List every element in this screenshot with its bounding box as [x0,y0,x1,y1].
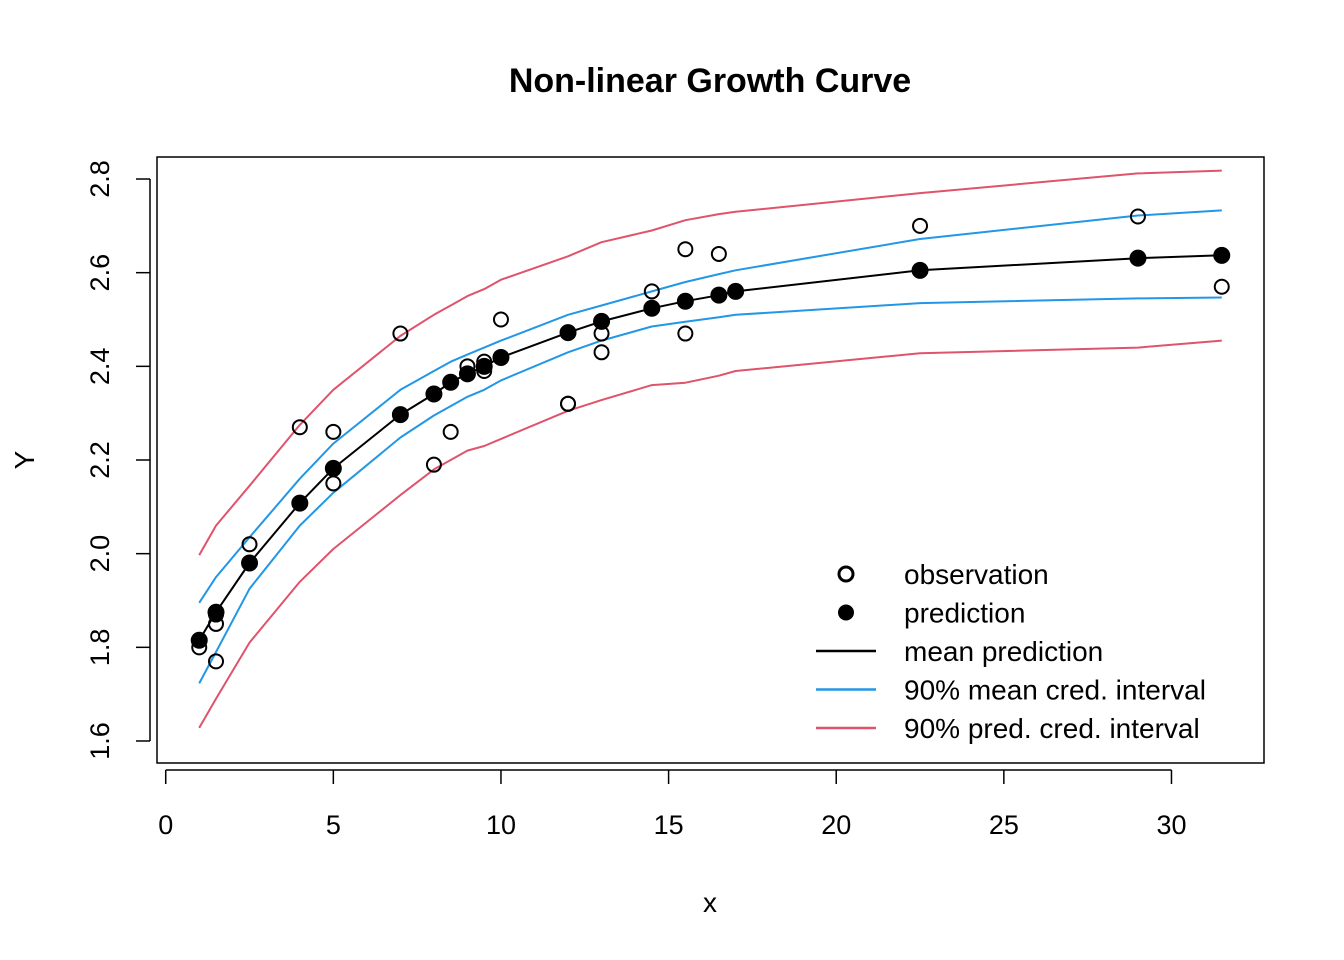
y-axis: 1.6 1.8 2.0 2.2 2.4 2.6 2.8 [85,160,151,760]
y-tick-label: 1.8 [85,629,115,667]
prediction-point [710,286,728,304]
x-tick-label: 25 [989,810,1019,840]
prediction-point [241,554,259,572]
observation-point [677,325,694,342]
y-tick-label: 2.4 [85,348,115,386]
chart-title: Non-linear Growth Curve [509,62,911,100]
prediction-point [1213,246,1231,264]
y-tick-label: 1.6 [85,722,115,760]
mean-interval-upper-line [198,209,1222,604]
observation-point [1213,278,1230,295]
data-series [190,169,1231,729]
pred-interval-lower-line [198,339,1222,729]
legend: observation prediction mean prediction 90% … [816,559,1206,744]
prediction-point [727,282,745,300]
x-axis-label: x [703,887,717,918]
prediction-point [475,357,493,375]
legend-label: 90% pred. cred. interval [904,713,1200,744]
mean-interval-lower-line [198,296,1222,684]
y-tick-label: 2.6 [85,254,115,292]
y-axis-label: Y [9,450,40,469]
legend-label: mean prediction [904,636,1103,667]
x-tick-label: 10 [486,810,516,840]
prediction-point [676,292,694,310]
prediction-point [442,373,460,391]
observation-point [425,456,442,473]
x-tick-label: 0 [158,810,173,840]
legend-label: observation [904,559,1049,590]
observation-point [325,475,342,492]
x-tick-label: 5 [326,810,341,840]
legend-key-prediction [838,604,854,621]
observation-point [392,325,409,342]
prediction-point [911,261,929,279]
prediction-point [458,365,476,383]
prediction-point [291,494,309,512]
observation-point [442,423,459,440]
prediction-point [643,299,661,317]
prediction-point [190,631,208,649]
prediction-point [391,406,409,424]
prediction-point [1129,249,1147,267]
observation-point [643,283,660,300]
x-tick-label: 15 [654,810,684,840]
x-tick-label: 20 [821,810,851,840]
observation-point [560,395,577,412]
observation-point [593,344,610,361]
prediction-point [207,603,225,621]
observation-point [710,245,727,262]
observation-point [208,653,225,670]
x-axis: 0 5 10 15 20 25 30 [158,769,1186,840]
prediction-point [559,324,577,342]
prediction-point [324,459,342,477]
observation-point [291,419,308,436]
mean-prediction-line [198,254,1222,641]
legend-label: 90% mean cred. interval [904,675,1206,706]
y-tick-label: 2.8 [85,160,115,198]
legend-key-observation [837,565,855,583]
pred-interval-upper-line [198,169,1222,556]
prediction-point [492,348,510,366]
y-tick-label: 2.0 [85,535,115,573]
observation-point [325,423,342,440]
observation-point [241,536,258,553]
observation-point [677,241,694,258]
observation-point [1129,208,1146,225]
observation-point [492,311,509,328]
legend-label: prediction [904,598,1025,629]
prediction-point [425,385,443,403]
prediction-point [593,312,611,330]
y-tick-label: 2.2 [85,441,115,479]
observation-point [912,217,929,234]
plot-frame [156,156,1265,764]
x-tick-label: 30 [1156,810,1186,840]
